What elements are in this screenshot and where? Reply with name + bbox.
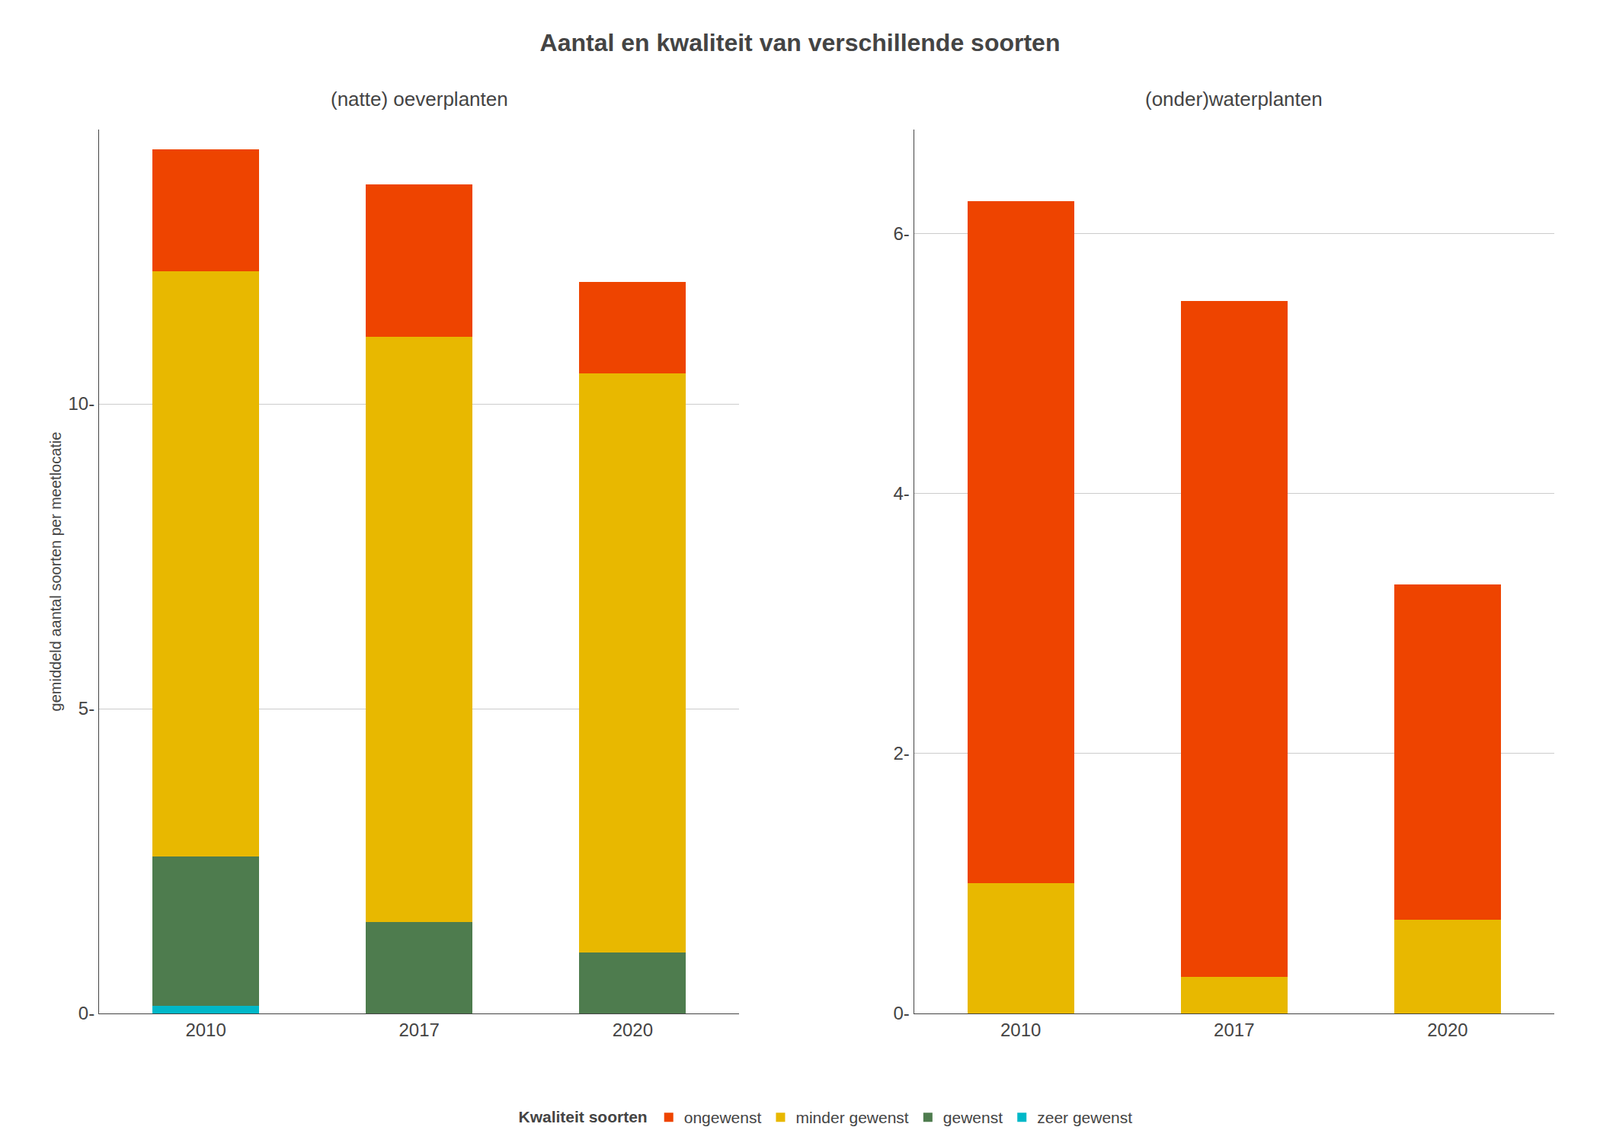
svg-text:2010: 2010 xyxy=(1000,1019,1041,1040)
svg-text:0-: 0- xyxy=(78,1002,95,1024)
svg-text:6-: 6- xyxy=(892,223,909,244)
svg-text:gemiddeld aantal soorten per m: gemiddeld aantal soorten per meetlocatie xyxy=(47,432,64,712)
svg-text:5-: 5- xyxy=(78,697,95,719)
svg-text:gewenst: gewenst xyxy=(943,1108,1003,1127)
svg-text:10-: 10- xyxy=(68,393,96,414)
svg-text:ongewenst: ongewenst xyxy=(684,1108,762,1127)
svg-text:(natte) oeverplanten: (natte) oeverplanten xyxy=(330,87,509,111)
svg-text:4-: 4- xyxy=(892,483,909,504)
svg-text:(onder)waterplanten: (onder)waterplanten xyxy=(1145,87,1323,111)
svg-text:2020: 2020 xyxy=(1427,1019,1468,1040)
svg-text:minder gewenst: minder gewenst xyxy=(795,1108,909,1127)
svg-text:Kwaliteit soorten: Kwaliteit soorten xyxy=(518,1107,648,1126)
svg-text:Aantal en kwaliteit van versch: Aantal en kwaliteit van verschillende so… xyxy=(540,28,1061,57)
svg-text:2-: 2- xyxy=(892,742,909,764)
svg-text:2017: 2017 xyxy=(399,1019,440,1040)
svg-text:0-: 0- xyxy=(892,1002,909,1024)
svg-text:2017: 2017 xyxy=(1213,1019,1255,1040)
svg-text:2020: 2020 xyxy=(612,1019,653,1040)
svg-text:zeer gewenst: zeer gewenst xyxy=(1036,1108,1133,1127)
svg-text:2010: 2010 xyxy=(185,1019,226,1040)
